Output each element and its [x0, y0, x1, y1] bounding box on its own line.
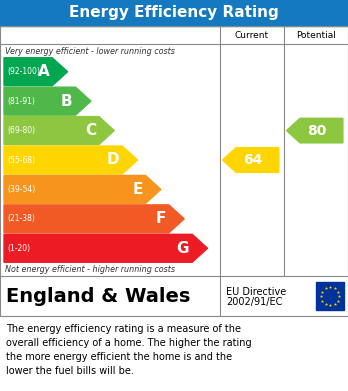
Text: Very energy efficient - lower running costs: Very energy efficient - lower running co…	[5, 47, 175, 56]
Text: Energy Efficiency Rating: Energy Efficiency Rating	[69, 5, 279, 20]
Text: (21-38): (21-38)	[7, 214, 35, 223]
Text: D: D	[106, 152, 119, 167]
Text: Potential: Potential	[296, 30, 336, 39]
Polygon shape	[4, 146, 137, 174]
Bar	[0, 26, 348, 316]
Text: G: G	[177, 241, 189, 256]
Polygon shape	[4, 205, 184, 233]
Text: The energy efficiency rating is a measure of the
overall efficiency of a home. T: The energy efficiency rating is a measur…	[6, 324, 252, 376]
Polygon shape	[4, 58, 68, 86]
Text: (69-80): (69-80)	[7, 126, 35, 135]
Polygon shape	[4, 176, 161, 203]
Polygon shape	[286, 118, 343, 143]
Polygon shape	[4, 87, 91, 115]
Text: C: C	[85, 123, 96, 138]
Polygon shape	[4, 117, 114, 145]
Text: F: F	[156, 212, 166, 226]
Text: Current: Current	[235, 30, 269, 39]
Text: 64: 64	[243, 153, 262, 167]
Bar	[316, 282, 344, 310]
Text: 2002/91/EC: 2002/91/EC	[226, 297, 282, 307]
Polygon shape	[4, 234, 207, 262]
Text: EU Directive: EU Directive	[226, 287, 286, 297]
Text: (92-100): (92-100)	[7, 67, 40, 76]
Text: Not energy efficient - higher running costs: Not energy efficient - higher running co…	[5, 265, 175, 274]
Text: A: A	[38, 64, 49, 79]
Text: (1-20): (1-20)	[7, 244, 30, 253]
Text: E: E	[132, 182, 143, 197]
Text: 80: 80	[307, 124, 326, 138]
Bar	[0, 276, 348, 316]
Text: England & Wales: England & Wales	[6, 287, 190, 305]
Text: (81-91): (81-91)	[7, 97, 35, 106]
Text: B: B	[61, 93, 73, 109]
Text: (39-54): (39-54)	[7, 185, 35, 194]
Bar	[0, 0, 348, 26]
Text: (55-68): (55-68)	[7, 156, 35, 165]
Polygon shape	[223, 148, 279, 172]
